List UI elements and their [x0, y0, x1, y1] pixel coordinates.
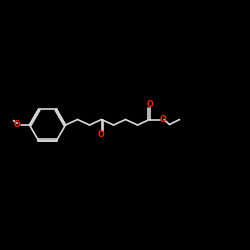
- Text: O: O: [146, 100, 153, 109]
- Text: O: O: [98, 130, 105, 139]
- Text: O: O: [159, 115, 166, 124]
- Text: O: O: [14, 120, 20, 129]
